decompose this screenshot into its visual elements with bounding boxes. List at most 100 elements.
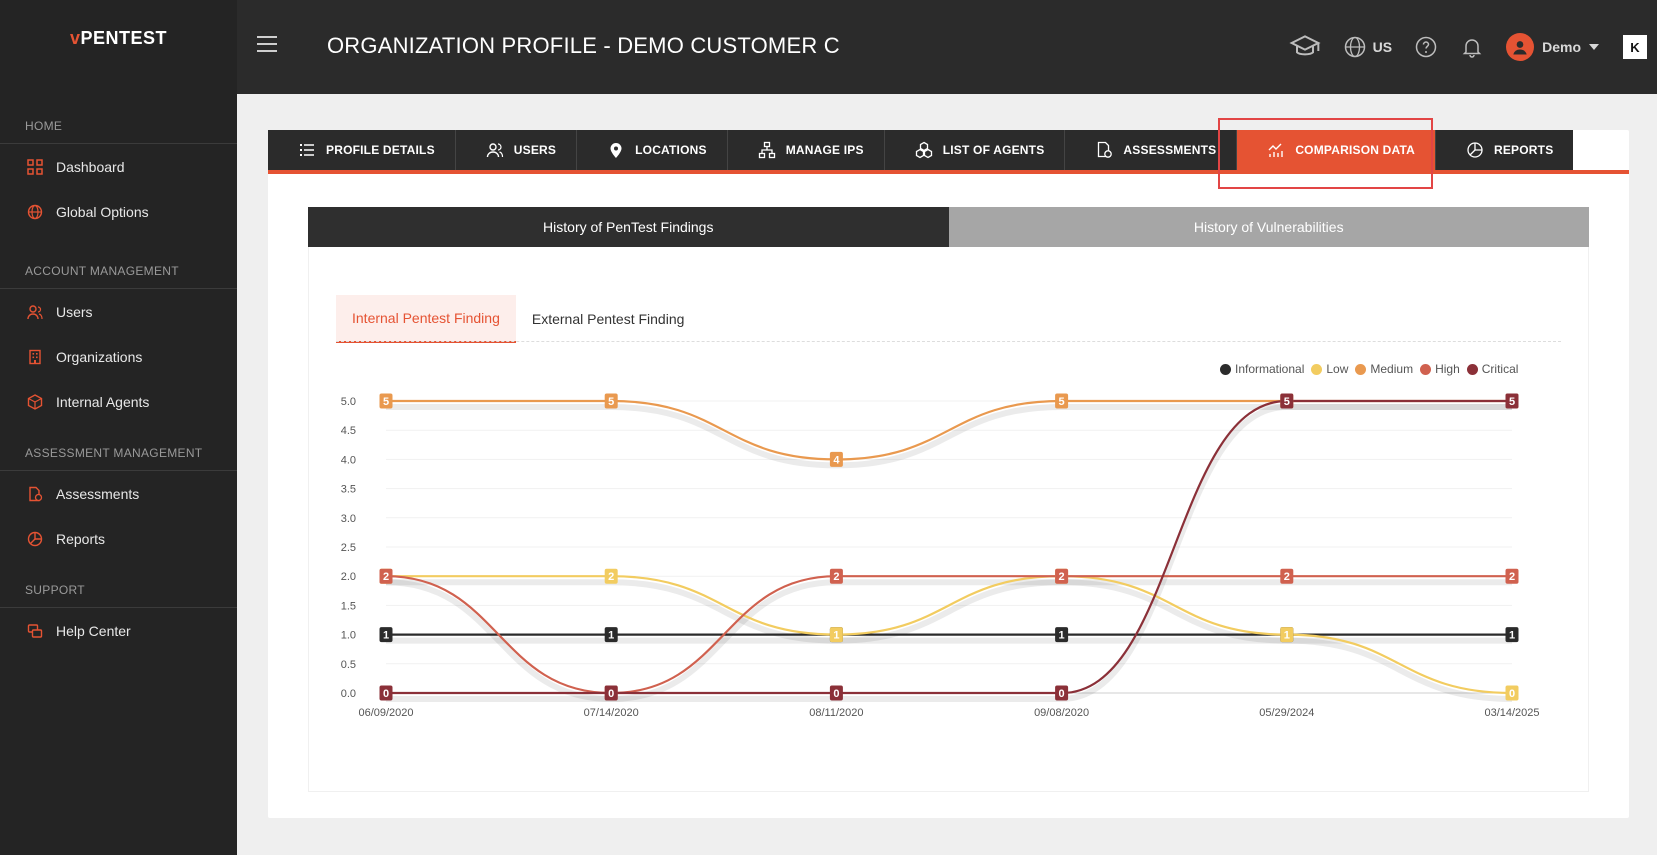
data-label-high: 2 <box>1059 571 1065 583</box>
legend-label: Critical <box>1481 362 1519 376</box>
series-shadow-medium <box>386 404 1512 469</box>
legend-item-low[interactable]: Low <box>1311 362 1348 376</box>
nav-divider <box>0 143 237 144</box>
sidebar-item-dashboard[interactable]: Dashboard <box>0 144 237 189</box>
legend-item-critical[interactable]: Critical <box>1466 362 1519 376</box>
tab-list-of-agents[interactable]: LIST OF AGENTS <box>884 130 1066 170</box>
topbar-actions: US Demo K <box>1289 0 1657 94</box>
legend-item-medium[interactable]: Medium <box>1355 362 1413 376</box>
list-icon <box>300 144 314 156</box>
tab-label: REPORTS <box>1493 143 1554 157</box>
segment-pentest-findings[interactable]: History of PenTest Findings <box>308 207 949 247</box>
building-icon <box>27 349 43 365</box>
network-icon <box>758 141 775 159</box>
sidebar-item-users[interactable]: Users <box>0 289 237 334</box>
tab-reports[interactable]: REPORTS <box>1435 130 1574 170</box>
data-label-critical: 0 <box>383 688 389 700</box>
assessment-icon <box>27 486 43 502</box>
avatar <box>1506 33 1535 61</box>
data-label-high: 2 <box>1509 571 1515 583</box>
x-tick-label: 05/29/2024 <box>1259 707 1314 719</box>
tab-comparison-data[interactable]: COMPARISON DATA <box>1237 130 1436 170</box>
region-selector[interactable]: US <box>1343 35 1392 59</box>
cube-icon <box>27 393 43 410</box>
sidebar-item-global-options[interactable]: Global Options <box>0 189 237 234</box>
tab-manage-ips[interactable]: MANAGE IPS <box>727 130 885 170</box>
sidebar-item-label: Users <box>56 303 93 320</box>
data-label-medium: 5 <box>1059 396 1065 408</box>
y-tick-label: 1.5 <box>341 600 356 612</box>
data-label-box-high <box>379 568 393 584</box>
region-label: US <box>1372 39 1393 55</box>
x-tick-label: 07/14/2020 <box>584 707 639 719</box>
data-label-box-medium <box>829 451 843 467</box>
sidebar-item-assessments[interactable]: Assessments <box>0 471 237 516</box>
tab-users[interactable]: USERS <box>455 130 578 170</box>
series-line-critical <box>386 399 1512 695</box>
dashboard-icon <box>27 158 43 175</box>
tab-profile-details[interactable]: PROFILE DETAILS <box>268 130 456 170</box>
data-label-box-low <box>604 568 618 584</box>
legend-label: Low <box>1326 362 1349 376</box>
report-icon <box>1467 142 1483 158</box>
data-label-box-low <box>1280 627 1294 643</box>
sidebar-item-organizations[interactable]: Organizations <box>0 334 237 379</box>
page-title: ORGANIZATION PROFILE - DEMO CUSTOMER C <box>327 33 840 58</box>
tab-locations[interactable]: LOCATIONS <box>577 130 728 170</box>
findings-line-chart: 0.0 0.5 1.0 1.5 2.0 2.5 3.0 3.5 4.0 4.5 5.0 06/09/2… <box>341 393 1540 719</box>
menu-toggle-icon[interactable] <box>257 36 277 54</box>
tab-label: USERS <box>513 143 557 157</box>
chart-panel <box>308 247 1589 792</box>
profile-tabs: PROFILE DETAILS USERS LOCATIONS MANAGE I… <box>268 130 1574 172</box>
segment-vulnerabilities[interactable]: History of Vulnerabilities <box>948 207 1589 247</box>
data-label-box-high <box>829 568 843 584</box>
data-label-critical: 0 <box>1059 688 1065 700</box>
subtab-internal-pentest-finding[interactable]: Internal Pentest Finding <box>336 295 516 343</box>
data-label-critical: 0 <box>833 688 839 700</box>
chevron-down-icon <box>1589 44 1599 50</box>
data-label-box-critical <box>1505 393 1519 409</box>
sidebar-item-help-center[interactable]: Help Center <box>0 608 237 653</box>
nav-divider <box>0 607 237 608</box>
data-label-low: 2 <box>608 571 614 583</box>
location-pin-icon <box>610 143 622 158</box>
legend-item-informational[interactable]: Informational <box>1220 362 1304 376</box>
data-label-box-high <box>1505 568 1519 584</box>
help-icon[interactable] <box>1414 35 1438 59</box>
help-center-icon <box>27 623 43 639</box>
sidebar-item-reports[interactable]: Reports <box>0 516 237 561</box>
series-shadow-critical <box>386 404 1512 702</box>
data-label-low: 1 <box>833 630 839 642</box>
x-tick-label: 09/08/2020 <box>1034 707 1089 719</box>
bell-icon[interactable] <box>1460 35 1484 59</box>
data-label-box-critical <box>1055 685 1069 701</box>
data-label-high: 2 <box>1284 571 1290 583</box>
data-label-box-medium <box>1055 393 1069 409</box>
data-label-informational: 1 <box>608 630 614 642</box>
data-label-critical: 0 <box>608 688 614 700</box>
nav-heading: ASSESSMENT MANAGEMENT <box>25 446 203 460</box>
data-label-high: 2 <box>383 571 389 583</box>
data-label-box-low <box>1505 685 1519 701</box>
nav-section-account-management: ACCOUNT MANAGEMENT Users Organizations I… <box>0 263 237 424</box>
data-label-critical: 5 <box>1284 396 1290 408</box>
data-label-high: 2 <box>833 571 839 583</box>
users-icon <box>27 304 43 320</box>
tab-label: LIST OF AGENTS <box>942 143 1045 157</box>
data-label-medium: 5 <box>608 396 614 408</box>
sidebar-item-label: Reports <box>56 530 106 547</box>
user-menu[interactable]: Demo <box>1506 33 1599 61</box>
data-label-box-high <box>1280 568 1294 584</box>
legend-item-high[interactable]: High <box>1420 362 1460 376</box>
brand-mark[interactable]: K <box>1623 35 1647 59</box>
data-label-box-informational <box>604 627 618 643</box>
nav-heading: HOME <box>25 119 63 133</box>
sidebar-item-internal-agents[interactable]: Internal Agents <box>0 379 237 424</box>
data-label-box-informational <box>1055 627 1069 643</box>
topbar: ORGANIZATION PROFILE - DEMO CUSTOMER C U… <box>237 0 1657 94</box>
subtab-external-pentest-finding[interactable]: External Pentest Finding <box>531 311 685 327</box>
app-logo[interactable]: vPENTEST <box>69 28 168 48</box>
graduation-cap-icon[interactable] <box>1289 31 1321 63</box>
tab-assessments[interactable]: ASSESSMENTS <box>1065 130 1238 170</box>
data-label-critical: 5 <box>1509 396 1515 408</box>
